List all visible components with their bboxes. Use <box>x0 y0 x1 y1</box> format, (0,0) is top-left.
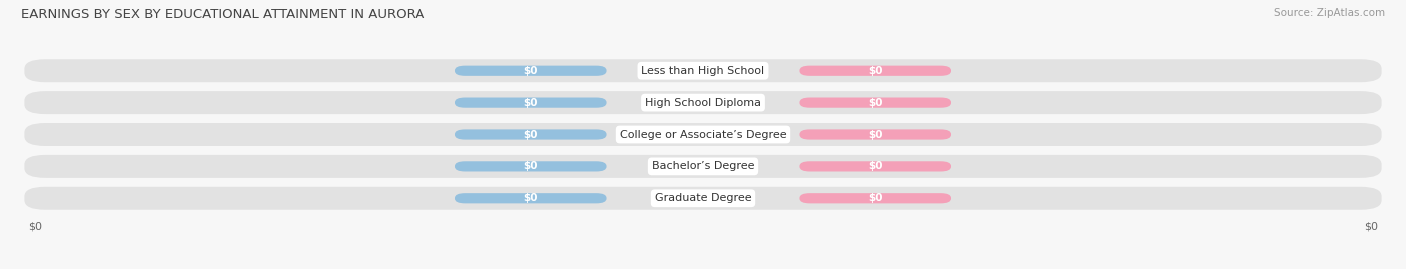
FancyBboxPatch shape <box>456 129 606 140</box>
Text: $0: $0 <box>523 66 538 76</box>
FancyBboxPatch shape <box>24 155 1382 178</box>
FancyBboxPatch shape <box>800 98 950 108</box>
FancyBboxPatch shape <box>800 193 950 203</box>
Text: High School Diploma: High School Diploma <box>645 98 761 108</box>
Text: Bachelor’s Degree: Bachelor’s Degree <box>652 161 754 171</box>
Text: Less than High School: Less than High School <box>641 66 765 76</box>
FancyBboxPatch shape <box>456 98 606 108</box>
Text: $0: $0 <box>868 66 883 76</box>
Text: $0: $0 <box>868 129 883 140</box>
Text: $0: $0 <box>1364 221 1378 231</box>
Text: Graduate Degree: Graduate Degree <box>655 193 751 203</box>
Text: $0: $0 <box>523 129 538 140</box>
Text: $0: $0 <box>868 161 883 171</box>
FancyBboxPatch shape <box>24 187 1382 210</box>
Text: EARNINGS BY SEX BY EDUCATIONAL ATTAINMENT IN AURORA: EARNINGS BY SEX BY EDUCATIONAL ATTAINMEN… <box>21 8 425 21</box>
Text: $0: $0 <box>523 193 538 203</box>
Text: $0: $0 <box>523 161 538 171</box>
Text: $0: $0 <box>28 221 42 231</box>
Text: Source: ZipAtlas.com: Source: ZipAtlas.com <box>1274 8 1385 18</box>
Text: $0: $0 <box>523 98 538 108</box>
Text: College or Associate’s Degree: College or Associate’s Degree <box>620 129 786 140</box>
FancyBboxPatch shape <box>24 123 1382 146</box>
FancyBboxPatch shape <box>800 161 950 171</box>
Text: $0: $0 <box>868 193 883 203</box>
FancyBboxPatch shape <box>456 66 606 76</box>
FancyBboxPatch shape <box>800 129 950 140</box>
FancyBboxPatch shape <box>456 161 606 171</box>
Text: $0: $0 <box>868 98 883 108</box>
FancyBboxPatch shape <box>24 59 1382 82</box>
FancyBboxPatch shape <box>456 193 606 203</box>
FancyBboxPatch shape <box>24 91 1382 114</box>
FancyBboxPatch shape <box>800 66 950 76</box>
